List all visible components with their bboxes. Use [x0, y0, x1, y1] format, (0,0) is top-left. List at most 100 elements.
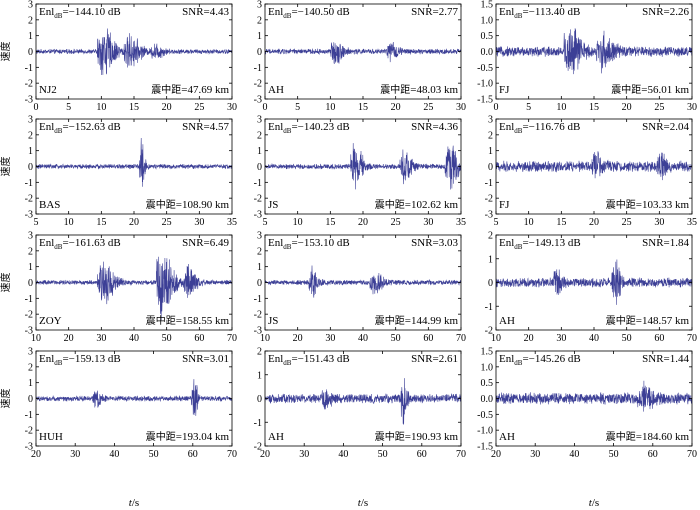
y-tick-label: -2: [25, 79, 33, 90]
x-tick-label: 20: [589, 217, 599, 228]
distance-annotation: 震中距=184.60 km: [606, 430, 690, 443]
x-tick-label: 15: [358, 102, 368, 113]
y-tick-label: -1.5: [477, 95, 493, 106]
x-tick-label: 40: [358, 333, 368, 344]
x-tick-label: 10: [325, 102, 335, 113]
y-tick-label: -2: [254, 79, 262, 90]
enl-annotation: EnldB=−145.26 dB: [499, 353, 581, 367]
y-tick-label: -1: [25, 178, 33, 189]
y-tick-label: 2: [257, 347, 262, 358]
x-tick-label: 5: [526, 102, 531, 113]
y-tick-label: 0: [28, 278, 33, 289]
snr-annotation: SNR=3.01: [182, 353, 229, 365]
y-tick-label: 1: [257, 262, 262, 273]
y-tick-label: 1.5: [481, 347, 494, 358]
y-tick-label: 1.0: [481, 362, 494, 373]
y-tick-label: 1: [257, 370, 262, 381]
x-tick-label: 20: [524, 333, 534, 344]
x-tick-label: 20: [260, 449, 270, 460]
y-tick-label: -1: [25, 410, 33, 421]
x-tick-label: 5: [66, 102, 71, 113]
snr-annotation: SNR=4.43: [182, 6, 229, 18]
distance-annotation: 震中距=148.57 km: [606, 314, 690, 327]
y-tick-label: -2: [485, 326, 493, 337]
snr-annotation: SNR=1.84: [642, 237, 689, 249]
y-tick-label: 0: [257, 47, 262, 58]
y-tick-label: -1: [254, 178, 262, 189]
x-tick-label: 50: [622, 333, 632, 344]
y-tick-label: 0: [28, 162, 33, 173]
y-tick-label: 1: [28, 262, 33, 273]
y-tick-label: 0: [488, 278, 493, 289]
station-label: BAS: [39, 199, 60, 211]
y-tick-label: 1: [257, 31, 262, 42]
x-tick-label: 35: [687, 217, 697, 228]
y-tick-label: 0: [257, 162, 262, 173]
y-tick-label: 1: [257, 146, 262, 157]
enl-annotation: EnldB=−159.13 dB: [39, 353, 121, 367]
snr-annotation: SNR=3.03: [411, 237, 458, 249]
x-tick-label: 15: [325, 217, 335, 228]
y-tick-label: 0: [28, 47, 33, 58]
seismogram-trace: [36, 28, 232, 76]
x-tick-label: 5: [263, 217, 268, 228]
enl-annotation: EnldB=−151.43 dB: [268, 353, 350, 367]
x-tick-label: 70: [687, 333, 697, 344]
x-tick-label: 25: [194, 102, 204, 113]
y-tick-label: 2: [488, 130, 493, 141]
x-tick-label: 20: [129, 217, 139, 228]
x-tick-label: 70: [227, 449, 237, 460]
y-tick-label: 0: [257, 278, 262, 289]
x-tick-label: 10: [524, 217, 534, 228]
y-tick-label: 0.5: [481, 31, 494, 42]
y-tick-label: 2: [28, 15, 33, 26]
station-label: AH: [268, 84, 284, 96]
y-tick-label: -2: [254, 442, 262, 453]
y-tick-label: 3: [257, 115, 262, 126]
enl-annotation: EnldB=−140.50 dB: [268, 6, 350, 20]
x-tick-label: 50: [391, 333, 401, 344]
y-tick-label: 2: [488, 231, 493, 242]
x-tick-label: 35: [227, 217, 237, 228]
x-tick-label: 40: [589, 333, 599, 344]
y-tick-label: -0.5: [477, 63, 493, 74]
distance-annotation: 震中距=48.03 km: [380, 83, 458, 96]
x-tick-label: 50: [162, 333, 172, 344]
y-tick-label: -2: [25, 194, 33, 205]
station-label: JS: [268, 315, 278, 327]
y-tick-label: 3: [28, 0, 33, 11]
y-tick-label: -3: [254, 210, 262, 221]
x-tick-label: 60: [654, 333, 664, 344]
x-tick-label: 10: [260, 333, 270, 344]
station-label: AH: [499, 431, 515, 443]
y-tick-label: 3: [257, 0, 262, 11]
seismogram-trace: [496, 151, 692, 181]
x-tick-label: 20: [162, 102, 172, 113]
enl-annotation: EnldB=−113.40 dB: [499, 6, 580, 20]
snr-annotation: SNR=2.04: [642, 121, 689, 133]
y-tick-label: -2: [254, 194, 262, 205]
y-tick-label: -1: [485, 302, 493, 313]
y-tick-label: -0.5: [477, 410, 493, 421]
y-tick-label: 1: [28, 146, 33, 157]
x-tick-label: 30: [325, 333, 335, 344]
x-tick-label: 30: [299, 449, 309, 460]
y-tick-label: -2: [25, 426, 33, 437]
y-axis-label: 速度: [0, 157, 12, 177]
enl-annotation: EnldB=−144.10 dB: [39, 6, 121, 20]
x-tick-label: 30: [654, 217, 664, 228]
y-tick-label: 0: [257, 394, 262, 405]
enl-annotation: EnldB=−116.76 dB: [499, 121, 580, 135]
y-tick-label: 3: [488, 115, 493, 126]
x-tick-label: 40: [569, 449, 579, 460]
enl-annotation: EnldB=−152.63 dB: [39, 121, 121, 135]
y-tick-label: -3: [254, 95, 262, 106]
station-label: AH: [268, 431, 284, 443]
x-tick-label: 30: [456, 102, 466, 113]
station-label: JS: [268, 199, 278, 211]
distance-annotation: 震中距=108.90 km: [146, 198, 230, 211]
x-tick-label: 15: [96, 217, 106, 228]
